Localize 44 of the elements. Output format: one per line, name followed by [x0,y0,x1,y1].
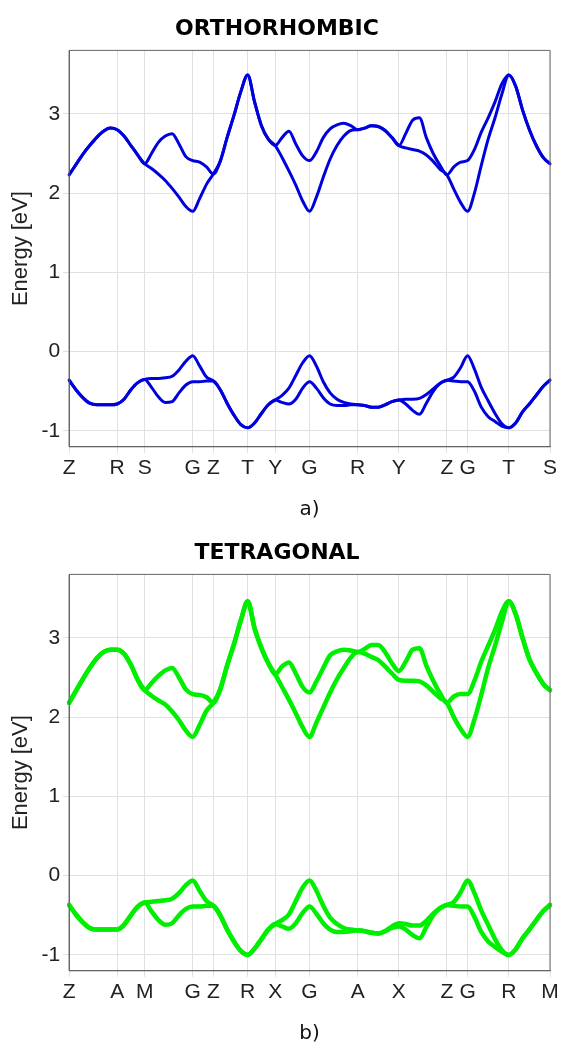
x-tick-label: Z [206,455,220,479]
x-tick-label: R [240,979,256,1003]
chart-title: TETRAGONAL [194,538,360,564]
x-tick-label: Z [206,979,220,1003]
text: a) [299,496,320,521]
y-axis-title: Energy [eV] [7,715,33,831]
y-tick-label: -1 [41,417,61,441]
x-tick-label: T [502,455,516,479]
x-tick-label: Z [440,455,454,479]
x-tick-label: Z [440,979,454,1003]
x-tick-label: Y [391,455,406,479]
text: b) [299,1020,320,1045]
x-tick-label: S [542,455,558,479]
x-tick-label: G [301,979,318,1003]
y-tick-label: 2 [48,703,61,727]
x-tick-label: Z [62,455,76,479]
x-tick-label: T [241,455,255,479]
y-tick-label: 1 [48,783,61,807]
x-tick-label: M [541,979,559,1003]
x-tick-label: Y [268,455,283,479]
x-tick-label: G [184,979,201,1003]
x-tick-label: X [268,979,283,1003]
y-tick-label: 0 [48,338,61,362]
y-tick-label: 3 [48,624,61,648]
y-tick-label: 0 [48,862,61,886]
y-tick-label: 2 [48,179,61,203]
x-tick-label: A [110,979,125,1003]
y-tick-label: 3 [48,100,61,124]
chart-title: ORTHORHOMBIC [175,14,379,40]
x-tick-label: M [135,979,154,1003]
x-tick-label: R [109,455,125,479]
y-tick-label: 1 [48,259,61,283]
y-tick-label: -1 [41,941,61,965]
y-axis-title: Energy [eV] [7,191,33,307]
x-tick-label: Z [62,979,76,1003]
x-tick-label: G [301,455,318,479]
x-tick-label: G [459,455,476,479]
x-tick-label: A [350,979,365,1003]
x-tick-label: S [137,455,152,479]
x-tick-label: R [350,455,366,479]
x-tick-label: X [391,979,406,1003]
x-tick-label: G [459,979,476,1003]
x-tick-label: G [184,455,201,479]
x-tick-label: R [501,979,517,1003]
